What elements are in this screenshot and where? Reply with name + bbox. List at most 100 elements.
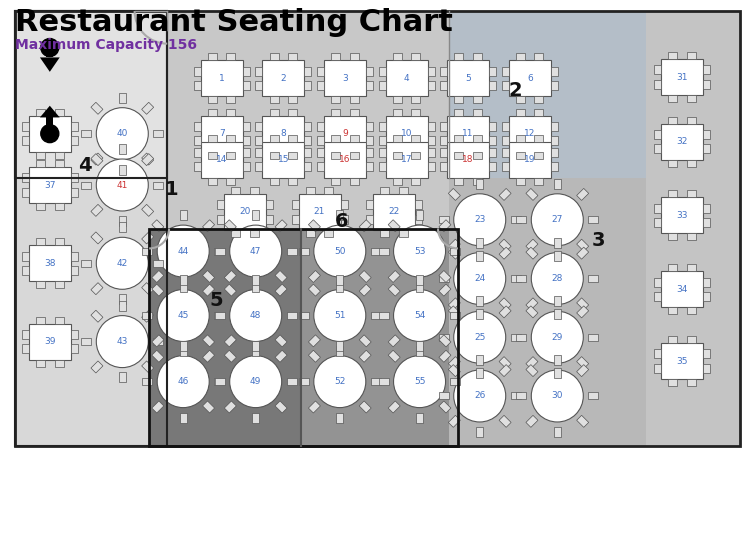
Bar xyxy=(202,219,214,232)
Bar xyxy=(378,122,386,131)
Bar xyxy=(448,365,461,377)
Bar xyxy=(91,102,103,114)
Bar xyxy=(359,350,371,362)
Bar xyxy=(440,136,447,145)
Bar xyxy=(440,81,447,90)
Text: 10: 10 xyxy=(401,129,412,138)
Bar xyxy=(378,163,386,171)
Bar xyxy=(416,346,423,357)
Bar xyxy=(554,427,561,437)
Bar xyxy=(427,81,434,90)
Bar xyxy=(366,163,373,171)
Bar xyxy=(36,109,45,116)
Bar xyxy=(687,234,696,240)
Bar xyxy=(476,368,483,378)
Bar xyxy=(214,312,224,319)
Bar xyxy=(288,54,297,61)
Text: 48: 48 xyxy=(250,311,261,320)
Bar xyxy=(262,61,304,97)
Bar xyxy=(416,282,423,292)
Bar xyxy=(149,228,458,446)
Bar xyxy=(287,312,297,319)
Bar xyxy=(455,178,464,185)
Text: 50: 50 xyxy=(334,247,346,256)
Bar xyxy=(142,361,154,373)
Bar xyxy=(309,284,320,296)
Bar xyxy=(502,163,509,171)
Bar xyxy=(224,219,236,232)
Bar xyxy=(427,67,434,76)
Bar xyxy=(476,427,483,437)
Text: 36: 36 xyxy=(44,129,56,138)
Bar xyxy=(201,61,242,97)
Bar xyxy=(535,178,544,185)
Bar xyxy=(29,167,71,203)
Bar xyxy=(54,281,63,288)
Bar xyxy=(473,135,482,142)
Bar xyxy=(526,188,538,200)
Text: 23: 23 xyxy=(474,215,485,224)
Bar xyxy=(451,378,461,385)
Bar xyxy=(224,401,236,413)
Bar xyxy=(231,230,240,237)
Bar xyxy=(324,142,366,178)
Bar xyxy=(15,179,168,446)
Ellipse shape xyxy=(393,355,445,408)
Bar xyxy=(371,378,381,385)
Text: 38: 38 xyxy=(44,259,56,268)
Bar xyxy=(577,357,589,369)
Bar xyxy=(306,230,315,237)
Bar xyxy=(142,310,154,322)
Bar xyxy=(411,109,421,116)
Bar xyxy=(270,97,279,103)
Bar xyxy=(448,298,461,310)
Bar xyxy=(250,187,258,194)
Bar xyxy=(82,130,91,137)
Bar xyxy=(350,135,359,142)
Text: 6: 6 xyxy=(527,74,532,83)
Bar xyxy=(661,343,703,379)
Bar xyxy=(703,80,710,89)
Bar xyxy=(535,109,544,116)
Bar xyxy=(142,153,154,165)
Bar xyxy=(336,412,344,423)
Bar xyxy=(180,282,186,292)
Bar xyxy=(489,136,496,145)
Text: 29: 29 xyxy=(552,333,563,342)
Bar xyxy=(36,203,45,210)
Bar xyxy=(291,200,298,209)
Bar xyxy=(448,188,461,200)
Bar xyxy=(366,122,373,131)
Bar xyxy=(554,368,561,378)
Bar xyxy=(554,310,561,319)
Bar xyxy=(535,152,544,159)
Bar xyxy=(331,54,341,61)
Bar xyxy=(252,275,259,284)
Bar xyxy=(82,181,91,188)
Bar xyxy=(526,357,538,369)
Ellipse shape xyxy=(532,194,584,246)
Bar xyxy=(309,401,320,413)
Bar xyxy=(266,200,273,209)
Bar xyxy=(242,148,250,157)
Bar xyxy=(299,312,309,319)
Text: 26: 26 xyxy=(474,391,485,400)
Bar xyxy=(82,260,91,267)
Bar xyxy=(153,260,163,267)
Bar xyxy=(180,412,186,423)
Ellipse shape xyxy=(97,238,148,289)
Bar xyxy=(359,219,371,232)
Bar xyxy=(448,239,461,251)
Bar xyxy=(379,312,389,319)
Bar xyxy=(448,306,461,318)
Bar xyxy=(703,292,710,301)
Bar xyxy=(388,401,400,413)
Bar xyxy=(554,238,561,248)
Bar xyxy=(378,148,386,157)
Bar xyxy=(22,188,29,197)
Text: 55: 55 xyxy=(414,377,425,386)
Bar xyxy=(142,204,154,216)
Bar xyxy=(687,307,696,314)
Bar xyxy=(499,365,511,377)
Bar xyxy=(668,116,677,123)
